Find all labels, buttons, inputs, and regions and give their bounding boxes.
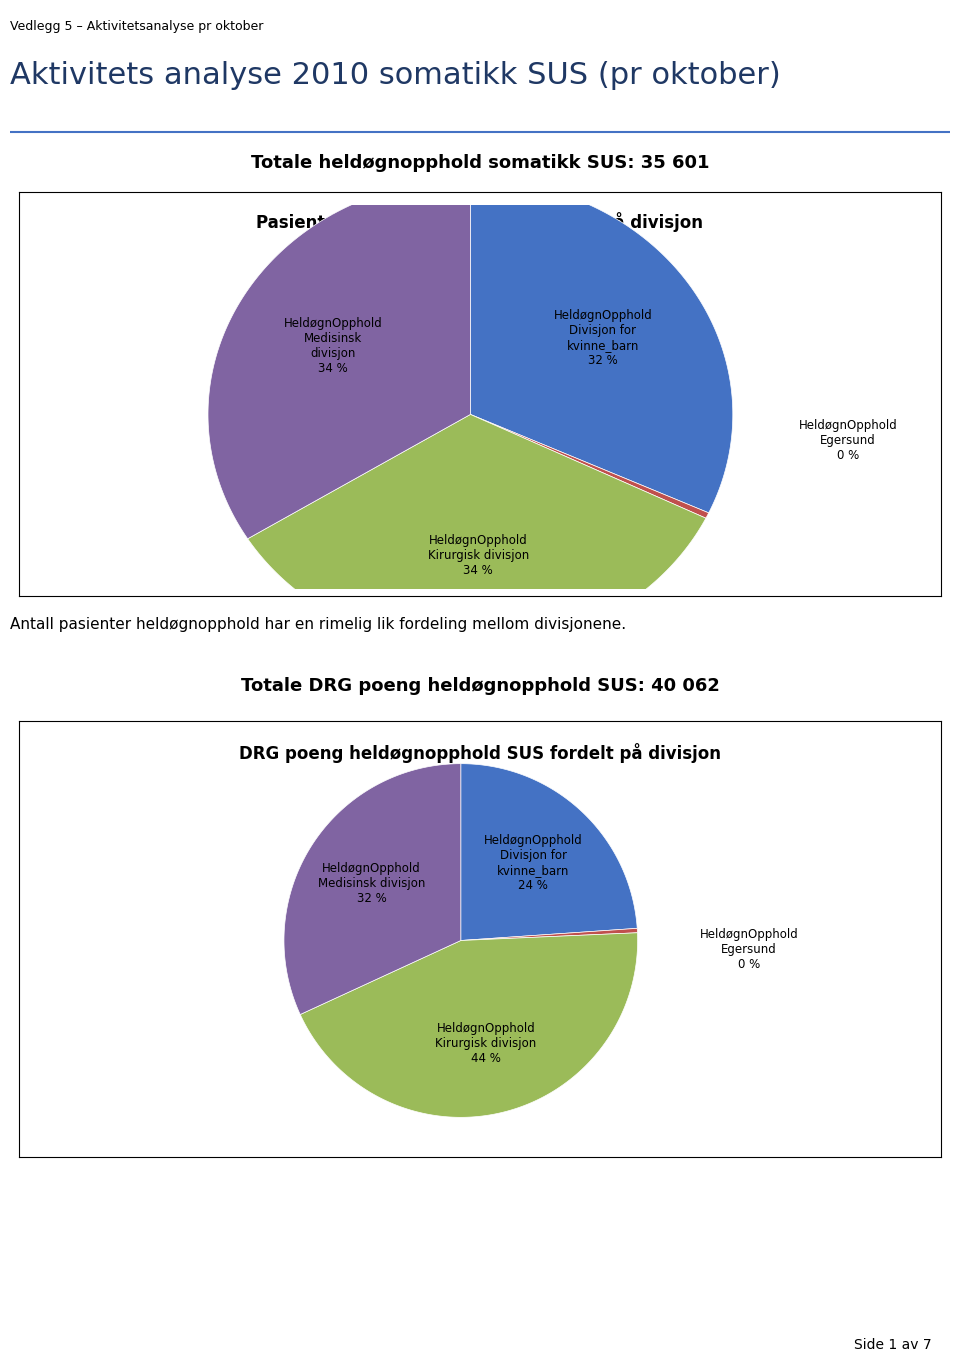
Text: Totale heldøgnopphold somatikk SUS: 35 601: Totale heldøgnopphold somatikk SUS: 35 6…	[251, 153, 709, 172]
Polygon shape	[470, 415, 708, 519]
Text: HeldøgnOpphold
Kirurgisk divisjon
34 %: HeldøgnOpphold Kirurgisk divisjon 34 %	[427, 534, 529, 576]
Text: HeldøgnOpphold
Medisinsk divisjon
32 %: HeldøgnOpphold Medisinsk divisjon 32 %	[318, 862, 425, 905]
Text: HeldøgnOpphold
Egersund
0 %: HeldøgnOpphold Egersund 0 %	[700, 928, 799, 971]
Text: Totale DRG poeng heldøgnopphold SUS: 40 062: Totale DRG poeng heldøgnopphold SUS: 40 …	[241, 676, 719, 695]
Text: HeldøgnOpphold
Egersund
0 %: HeldøgnOpphold Egersund 0 %	[799, 419, 898, 463]
Text: Antall pasienter heldøgnopphold har en rimelig lik fordeling mellom divisjonene.: Antall pasienter heldøgnopphold har en r…	[10, 617, 626, 631]
Text: HeldøgnOpphold
Medisinsk
divisjon
34 %: HeldøgnOpphold Medisinsk divisjon 34 %	[283, 316, 382, 375]
Text: DRG poeng heldøgnopphold SUS fordelt på divisjon: DRG poeng heldøgnopphold SUS fordelt på …	[239, 743, 721, 763]
Text: Aktivitets analyse 2010 somatikk SUS (pr oktober): Aktivitets analyse 2010 somatikk SUS (pr…	[10, 62, 780, 90]
Polygon shape	[300, 932, 637, 1117]
Polygon shape	[208, 179, 470, 539]
Text: HeldøgnOpphold
Kirurgisk divisjon
44 %: HeldøgnOpphold Kirurgisk divisjon 44 %	[435, 1023, 537, 1065]
Text: Pasient heldøgnopphold SUS fordelt på divisjon: Pasient heldøgnopphold SUS fordelt på di…	[256, 212, 704, 231]
Polygon shape	[461, 928, 637, 941]
Text: HeldøgnOpphold
Divisjon for
kvinne_barn
24 %: HeldøgnOpphold Divisjon for kvinne_barn …	[484, 834, 583, 893]
Polygon shape	[248, 415, 706, 650]
Polygon shape	[284, 764, 461, 1014]
Polygon shape	[470, 179, 732, 513]
Text: Side 1 av 7: Side 1 av 7	[854, 1338, 931, 1353]
Text: Vedlegg 5 – Aktivitetsanalyse pr oktober: Vedlegg 5 – Aktivitetsanalyse pr oktober	[10, 21, 263, 33]
Text: HeldøgnOpphold
Divisjon for
kvinne_barn
32 %: HeldøgnOpphold Divisjon for kvinne_barn …	[554, 309, 653, 367]
Polygon shape	[461, 764, 637, 941]
